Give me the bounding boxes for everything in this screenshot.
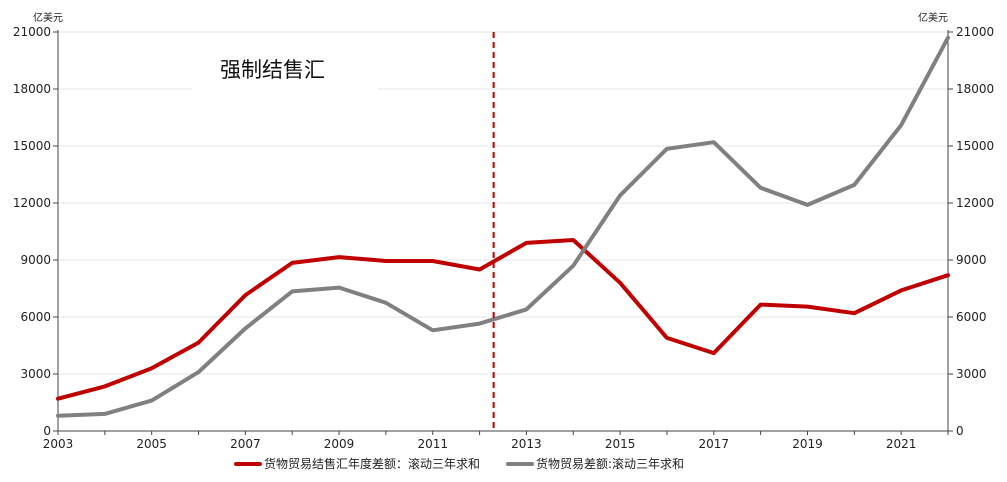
x-tick-label: 2011 <box>417 437 448 451</box>
y-tick-label-right: 21000 <box>956 25 994 39</box>
annotation-label: 强制结售汇 <box>220 58 325 82</box>
series-line-goods-trade-balance <box>56 35 950 418</box>
x-tick-label: 2005 <box>136 437 167 451</box>
y-tick-label-right: 3000 <box>956 367 987 381</box>
annotation-background <box>192 48 378 90</box>
x-tick-label: 2021 <box>886 437 917 451</box>
y-tick-label-left: 3000 <box>20 367 51 381</box>
y-tick-label-right: 0 <box>956 424 964 438</box>
y-tick-label-right: 15000 <box>956 139 994 153</box>
y-tick-label-right: 6000 <box>956 310 987 324</box>
right-axis-unit: 亿美元 <box>918 11 948 24</box>
x-tick-label: 2007 <box>230 437 261 451</box>
y-tick-label-left: 9000 <box>20 253 51 267</box>
y-tick-label-right: 9000 <box>956 253 987 267</box>
series-line-fx-settlement <box>56 238 950 401</box>
x-tick-label: 2003 <box>43 437 74 451</box>
x-tick-label: 2015 <box>605 437 636 451</box>
y-tick-label-left: 21000 <box>13 25 51 39</box>
y-tick-label-left: 6000 <box>20 310 51 324</box>
y-tick-label-left: 12000 <box>13 196 51 210</box>
legend: 货物贸易结售汇年度差额：滚动三年求和 货物贸易差额:滚动三年求和 <box>234 456 684 471</box>
legend-label: 货物贸易差额:滚动三年求和 <box>536 456 684 471</box>
legend-label: 货物贸易结售汇年度差额：滚动三年求和 <box>264 456 480 471</box>
tick-labels: 0 0 3000 3000 6000 6000 9000 9000 12000 12000 1500… <box>13 25 994 451</box>
y-tick-label-left: 15000 <box>13 139 51 153</box>
left-axis-unit: 亿美元 <box>33 11 63 24</box>
y-tick-label-left: 0 <box>43 424 51 438</box>
axes <box>53 30 953 435</box>
x-tick-label: 2019 <box>792 437 823 451</box>
y-tick-label-right: 12000 <box>956 196 994 210</box>
x-tick-label: 2009 <box>324 437 355 451</box>
x-tick-label: 2017 <box>699 437 730 451</box>
y-tick-label-left: 18000 <box>13 82 51 96</box>
y-tick-label-right: 18000 <box>956 82 994 96</box>
x-tick-label: 2013 <box>511 437 542 451</box>
series-lines <box>56 35 950 418</box>
